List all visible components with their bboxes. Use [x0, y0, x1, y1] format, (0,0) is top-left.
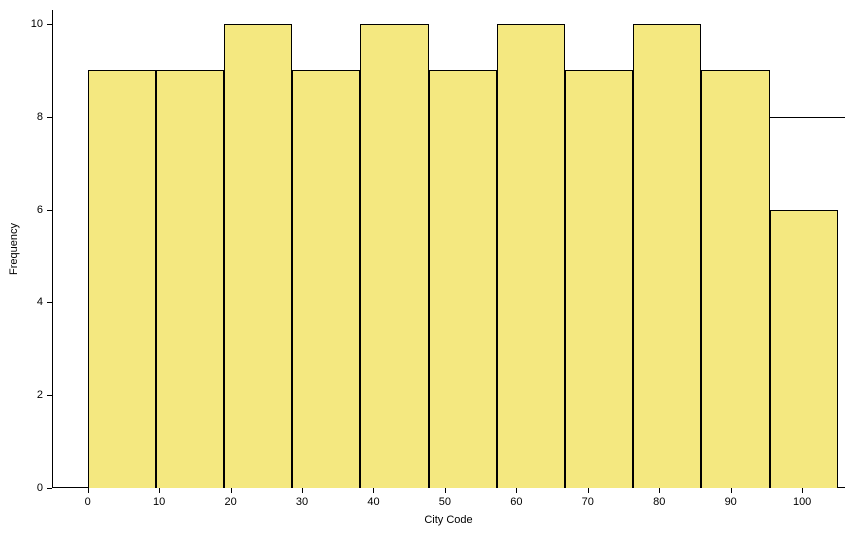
- x-tick: [231, 488, 232, 493]
- x-tick: [445, 488, 446, 493]
- x-tick-label: 60: [510, 496, 522, 508]
- y-tick: [47, 302, 52, 303]
- y-tick: [47, 210, 52, 211]
- x-tick: [159, 488, 160, 493]
- y-tick: [47, 488, 52, 489]
- histogram-bar: [429, 70, 497, 488]
- x-tick-label: 70: [582, 496, 594, 508]
- y-tick-label: 0: [23, 482, 43, 494]
- x-tick: [516, 488, 517, 493]
- y-tick-label: 4: [23, 296, 43, 308]
- histogram-bar: [88, 70, 156, 488]
- x-tick-label: 40: [367, 496, 379, 508]
- histogram-bar: [770, 210, 838, 488]
- histogram-bar: [701, 70, 769, 488]
- x-tick: [659, 488, 660, 493]
- x-tick-label: 90: [725, 496, 737, 508]
- x-tick: [373, 488, 374, 493]
- x-tick: [588, 488, 589, 493]
- x-tick-label: 30: [296, 496, 308, 508]
- histogram-bar: [633, 24, 701, 488]
- y-tick-label: 8: [23, 111, 43, 123]
- y-tick-label: 6: [23, 204, 43, 216]
- x-tick: [302, 488, 303, 493]
- x-tick-label: 10: [153, 496, 165, 508]
- plot-area: [52, 10, 845, 488]
- histogram-chart: Frequency City Code 02468100102030405060…: [0, 0, 856, 542]
- x-axis-title: City Code: [424, 514, 472, 526]
- y-tick: [47, 24, 52, 25]
- x-tick-label: 80: [653, 496, 665, 508]
- y-axis-title: Frequency: [8, 223, 20, 275]
- x-tick-label: 0: [85, 496, 91, 508]
- x-tick-label: 100: [793, 496, 811, 508]
- y-tick-label: 10: [23, 18, 43, 30]
- x-tick-label: 50: [439, 496, 451, 508]
- y-tick: [47, 395, 52, 396]
- x-tick-label: 20: [224, 496, 236, 508]
- histogram-bar: [360, 24, 428, 488]
- reference-line: [770, 117, 845, 118]
- y-tick-label: 2: [23, 389, 43, 401]
- histogram-bar: [224, 24, 292, 488]
- histogram-bar: [292, 70, 360, 488]
- histogram-bar: [156, 70, 224, 488]
- x-tick: [802, 488, 803, 493]
- y-axis-line: [52, 10, 53, 488]
- histogram-bar: [497, 24, 565, 488]
- histogram-bar: [565, 70, 633, 488]
- x-tick: [731, 488, 732, 493]
- y-tick: [47, 117, 52, 118]
- x-tick: [88, 488, 89, 493]
